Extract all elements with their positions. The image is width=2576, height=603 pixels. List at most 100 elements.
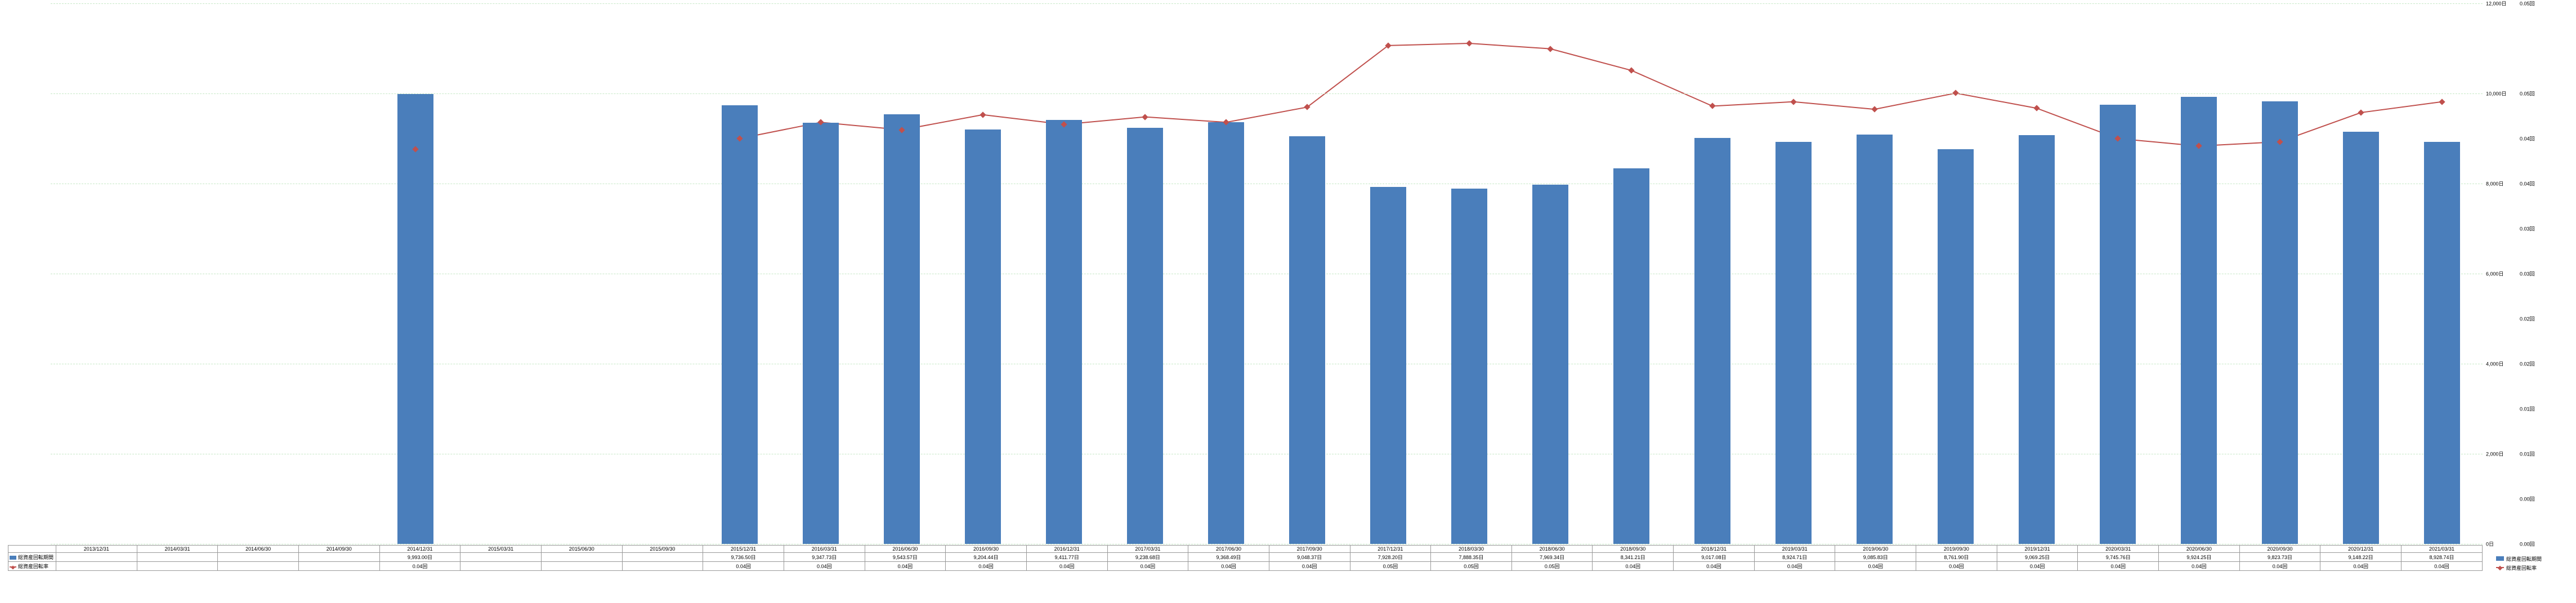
axis-right-rate-tick: 0.05回 <box>2520 90 2535 97</box>
bar <box>722 105 758 544</box>
table-col-header: 2017/06/30 <box>1188 546 1269 553</box>
table-cell: 0.04回 <box>1026 562 1107 571</box>
axis-right-days-tick: 8,000日 <box>2486 180 2504 187</box>
table-cell: 9,823.73日 <box>2239 553 2320 562</box>
table-cell: 0.04回 <box>1269 562 1350 571</box>
table-col-header: 2014/06/30 <box>218 546 299 553</box>
table-cell: 9,048.37日 <box>1269 553 1350 562</box>
table-cell: 9,238.68日 <box>1107 553 1188 562</box>
axis-right-days-tick: 4,000日 <box>2486 360 2504 368</box>
bar <box>803 123 839 544</box>
table-cell <box>460 562 542 571</box>
table-header-row: 2013/12/312014/03/312014/06/302014/09/30… <box>8 546 2483 553</box>
table-cell: 9,347.73日 <box>784 553 865 562</box>
legend-right: 総資産回転期間総資産回転率 <box>2496 554 2569 572</box>
table-cell <box>218 553 299 562</box>
bar <box>1857 135 1893 544</box>
table-cell: 0.05回 <box>1511 562 1593 571</box>
table-col-header: 2021/03/31 <box>2401 546 2483 553</box>
table-col-header: 2018/06/30 <box>1511 546 1593 553</box>
table-cell: 0.05回 <box>1431 562 1512 571</box>
axis-right-rate-tick: 0.04回 <box>2520 135 2535 142</box>
table-col-header: 2016/06/30 <box>865 546 946 553</box>
table-col-header: 2016/03/31 <box>784 546 865 553</box>
bar <box>2019 135 2055 544</box>
table-row: 総資産回転期間9,993.00日9,736.50日9,347.73日9,543.… <box>8 553 2483 562</box>
table-cell: 9,543.57日 <box>865 553 946 562</box>
table-row: 総資産回転率0.04回0.04回0.04回0.04回0.04回0.04回0.04… <box>8 562 2483 571</box>
table-cell: 0.04回 <box>1997 562 2078 571</box>
bar <box>965 129 1001 544</box>
table-col-header: 2016/09/30 <box>946 546 1027 553</box>
axis-right-days-tick: 0日 <box>2486 541 2494 548</box>
axis-right-rate-tick: 0.04回 <box>2520 180 2535 187</box>
table-col-header: 2018/12/31 <box>1674 546 1755 553</box>
axis-right-rate-tick: 0.01回 <box>2520 405 2535 413</box>
table-col-header: 2017/12/31 <box>1350 546 1431 553</box>
table-cell <box>541 562 622 571</box>
table-cell: 0.04回 <box>946 562 1027 571</box>
table-cell <box>460 553 542 562</box>
table-cell: 0.04回 <box>1107 562 1188 571</box>
bar <box>1127 128 1164 544</box>
table-cell: 7,888.35日 <box>1431 553 1512 562</box>
table-col-header: 2015/03/31 <box>460 546 542 553</box>
table-cell: 9,017.08日 <box>1674 553 1755 562</box>
bar <box>1532 185 1569 544</box>
table-cell: 0.04回 <box>1835 562 1916 571</box>
legend-item: 総資産回転期間 <box>2496 554 2569 563</box>
bar <box>2343 132 2380 544</box>
table-cell: 9,368.49日 <box>1188 553 1269 562</box>
bar <box>2424 142 2461 544</box>
table-cell: 0.04回 <box>379 562 460 571</box>
chart-root: 0日2,000日4,000日6,000日8,000日10,000日12,000日… <box>0 0 2576 603</box>
axis-right-days-tick: 12,000日 <box>2486 0 2507 7</box>
table-col-header: 2013/12/31 <box>56 546 137 553</box>
table-cell <box>56 553 137 562</box>
table-cell: 0.04回 <box>1593 562 1674 571</box>
table-col-header: 2017/03/31 <box>1107 546 1188 553</box>
table-cell: 0.04回 <box>1188 562 1269 571</box>
axis-right-days-tick: 10,000日 <box>2486 90 2507 97</box>
table-row-header: 総資産回転期間 <box>8 553 56 562</box>
axis-right-days: 0日2,000日4,000日6,000日8,000日10,000日12,000日 <box>2484 3 2517 544</box>
table-cell <box>298 553 379 562</box>
table-col-header: 2018/03/30 <box>1431 546 1512 553</box>
axis-right-rate-tick: 0.00回 <box>2520 495 2535 503</box>
axis-right-rate: 0.00回0.00回0.01回0.01回0.02回0.02回0.03回0.03回… <box>2517 3 2551 544</box>
table-cell: 9,411.77日 <box>1026 553 1107 562</box>
bar <box>2181 97 2217 544</box>
table-cell: 9,993.00日 <box>379 553 460 562</box>
axis-right-rate-tick: 0.02回 <box>2520 315 2535 322</box>
bar <box>1046 120 1083 544</box>
table-cell <box>541 553 622 562</box>
table-col-header: 2019/12/31 <box>1997 546 2078 553</box>
table-cell: 0.04回 <box>703 562 784 571</box>
table-col-header: 2020/03/31 <box>2078 546 2159 553</box>
bar <box>1613 168 1650 544</box>
axis-right-rate-tick: 0.03回 <box>2520 270 2535 278</box>
table-col-header: 2017/09/30 <box>1269 546 1350 553</box>
table-cell <box>56 562 137 571</box>
table-cell: 8,341.21日 <box>1593 553 1674 562</box>
table-col-header: 2019/06/30 <box>1835 546 1916 553</box>
table-cell: 0.04回 <box>2239 562 2320 571</box>
table-cell <box>298 562 379 571</box>
chart-area: 0日2,000日4,000日6,000日8,000日10,000日12,000日… <box>51 3 2483 544</box>
table-cell: 0.04回 <box>1916 562 1997 571</box>
bar <box>1694 138 1731 544</box>
table-cell <box>137 553 218 562</box>
bar <box>1938 149 1974 544</box>
table-cell: 7,969.34日 <box>1511 553 1593 562</box>
table-cell: 9,745.76日 <box>2078 553 2159 562</box>
table-cell: 9,924.25日 <box>2159 553 2240 562</box>
legend-swatch-bar <box>2496 556 2504 561</box>
table-cell: 8,924.71日 <box>1754 553 1835 562</box>
legend-swatch-line <box>2496 567 2504 568</box>
table-cell: 9,069.25日 <box>1997 553 2078 562</box>
bar <box>884 114 920 544</box>
axis-right-rate-tick: 0.03回 <box>2520 225 2535 233</box>
table-cell: 8,928.74日 <box>2401 553 2483 562</box>
table-cell: 0.04回 <box>865 562 946 571</box>
table-cell: 9,085.83日 <box>1835 553 1916 562</box>
